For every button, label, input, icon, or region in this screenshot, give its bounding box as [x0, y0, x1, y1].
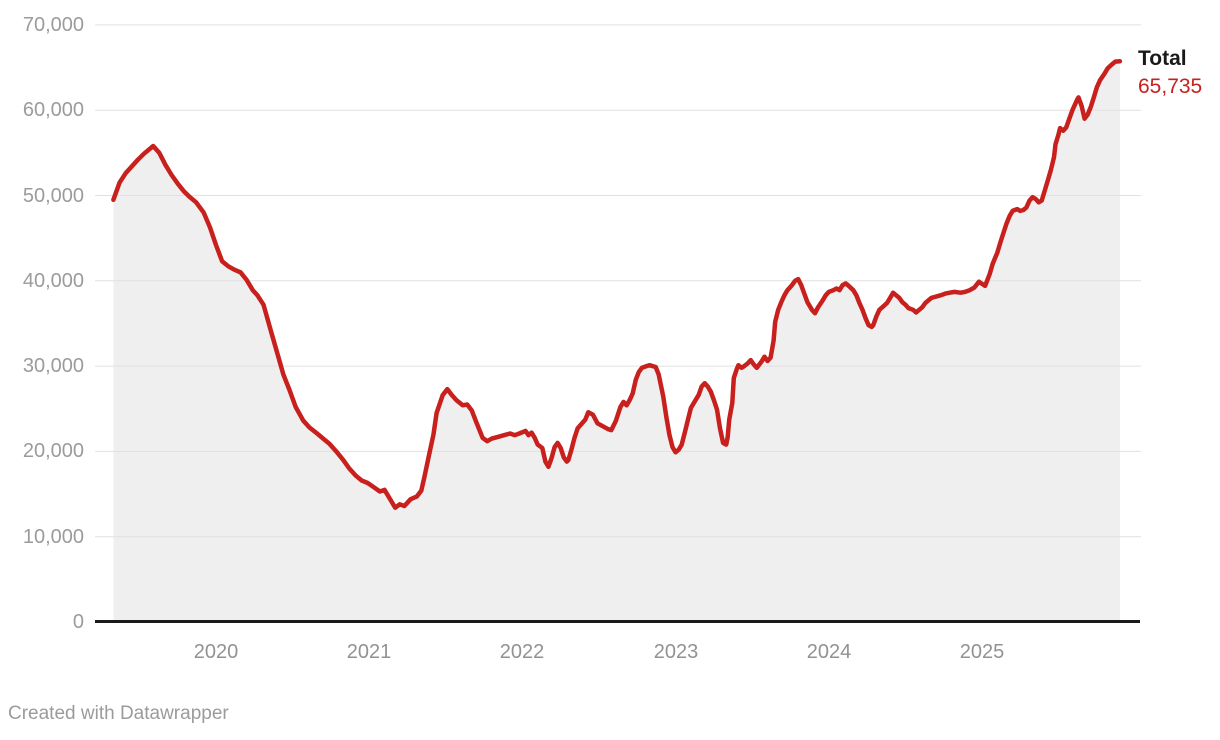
total-series-line — [111, 59, 1123, 510]
y-tick-label: 30,000 — [22, 355, 84, 377]
x-tick-label: 2024 — [806, 641, 852, 663]
y-tick-label: 10,000 — [22, 526, 84, 548]
x-tick-label: 2022 — [499, 641, 545, 663]
y-tick-label: 40,000 — [22, 270, 84, 292]
y-tick-label: 0 — [72, 611, 84, 633]
y-tick-label: 20,000 — [22, 440, 84, 462]
x-tick-label: 2021 — [346, 641, 392, 663]
datawrapper-credit-link[interactable]: Created with Datawrapper — [8, 703, 229, 724]
y-tick-label: 70,000 — [22, 14, 84, 36]
y-tick-label: 60,000 — [22, 99, 84, 121]
series-name-label: Total — [1138, 47, 1187, 70]
series-area-fill — [113, 61, 1120, 621]
x-tick-label: 2020 — [193, 641, 239, 663]
series-value-label: 65,735 — [1138, 75, 1203, 98]
x-tick-label: 2023 — [653, 641, 699, 663]
y-tick-label: 50,000 — [22, 185, 84, 207]
x-tick-label: 2025 — [959, 641, 1005, 663]
